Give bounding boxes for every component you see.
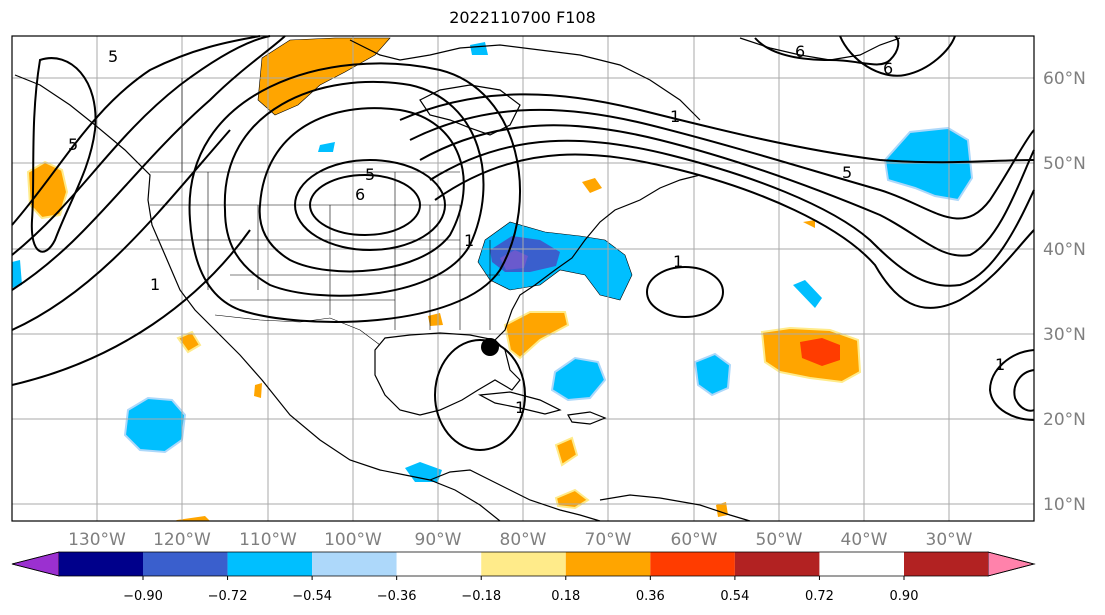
svg-text:50°W: 50°W [756,530,803,550]
colorbar-extend-min [11,551,60,577]
svg-text:5: 5 [68,135,78,154]
colorbar-segment [819,552,904,576]
svg-text:90°W: 90°W [415,530,462,550]
colorbar-tick-label: 0.18 [551,589,580,604]
map-title: 2022110700 F108 [449,8,596,27]
anomaly-shading [12,37,974,521]
svg-text:60°N: 60°N [1043,69,1086,89]
colorbar [11,551,1036,580]
colorbar-segment [227,552,313,576]
svg-text:60°W: 60°W [671,530,718,550]
colorbar-segment [396,552,482,576]
svg-text:1: 1 [670,107,680,126]
colorbar-tick-label: 0.36 [636,589,665,604]
colorbar-extend-max [987,551,1036,577]
colorbar-segment [565,552,651,576]
colorbar-tick-label: 0.72 [805,589,834,604]
svg-text:10°N: 10°N [1043,495,1086,515]
svg-text:5: 5 [108,47,118,66]
longitude-labels: 130°W 120°W 110°W 100°W 90°W 80°W 70°W 6… [68,530,973,550]
colorbar-segment [143,552,228,576]
colorbar-tick-label: 0.90 [890,589,919,604]
svg-text:110°W: 110°W [239,530,297,550]
colorbar-segment [734,552,820,576]
svg-text:100°W: 100°W [324,530,382,550]
colorbar-segment [650,552,735,576]
svg-text:40°N: 40°N [1043,240,1086,260]
svg-text:30°W: 30°W [926,530,973,550]
svg-text:1: 1 [673,252,683,271]
svg-text:40°W: 40°W [841,530,888,550]
colorbar-tick-label: −0.90 [123,589,163,604]
contour-labels: 5 6 1 5 6 1 5 6 1 1 5 1 1 [68,42,1005,417]
colorbar-segment [59,552,143,576]
geopotential-contours [11,35,1035,451]
political-borders [150,78,500,346]
colorbar-segment [481,552,566,576]
storm-position-marker [481,338,499,356]
colorbar-tick-label: −0.54 [292,589,332,604]
colorbar-tick-label: −0.18 [461,589,501,604]
svg-text:5: 5 [842,163,852,182]
svg-text:1: 1 [995,355,1005,374]
svg-text:6: 6 [795,42,805,61]
svg-text:50°N: 50°N [1043,154,1086,174]
map-gridlines [12,36,1034,521]
svg-text:80°W: 80°W [500,530,547,550]
svg-text:120°W: 120°W [153,530,211,550]
colorbar-outline [11,551,1036,577]
svg-text:1: 1 [150,275,160,294]
latitude-labels: 60°N 50°N 40°N 30°N 20°N 10°N [1043,69,1086,515]
svg-text:130°W: 130°W [68,530,126,550]
svg-text:1: 1 [464,231,474,250]
map-frame [11,35,1035,522]
svg-text:30°N: 30°N [1043,325,1086,345]
colorbar-tick-label: 0.54 [720,589,749,604]
colorbar-segment [312,552,397,576]
svg-text:70°W: 70°W [585,530,632,550]
colorbar-segment [904,552,988,576]
colorbar-tick-labels: −0.90 −0.72 −0.54 −0.36 −0.18 0.18 0.36 0.54 0.7… [123,589,918,604]
svg-text:6: 6 [883,59,893,78]
svg-text:6: 6 [355,185,365,204]
svg-text:1: 1 [515,398,525,417]
colorbar-tick-label: −0.36 [377,589,417,604]
colorbar-tick-label: −0.72 [208,589,248,604]
svg-text:5: 5 [365,165,375,184]
svg-text:20°N: 20°N [1043,410,1086,430]
